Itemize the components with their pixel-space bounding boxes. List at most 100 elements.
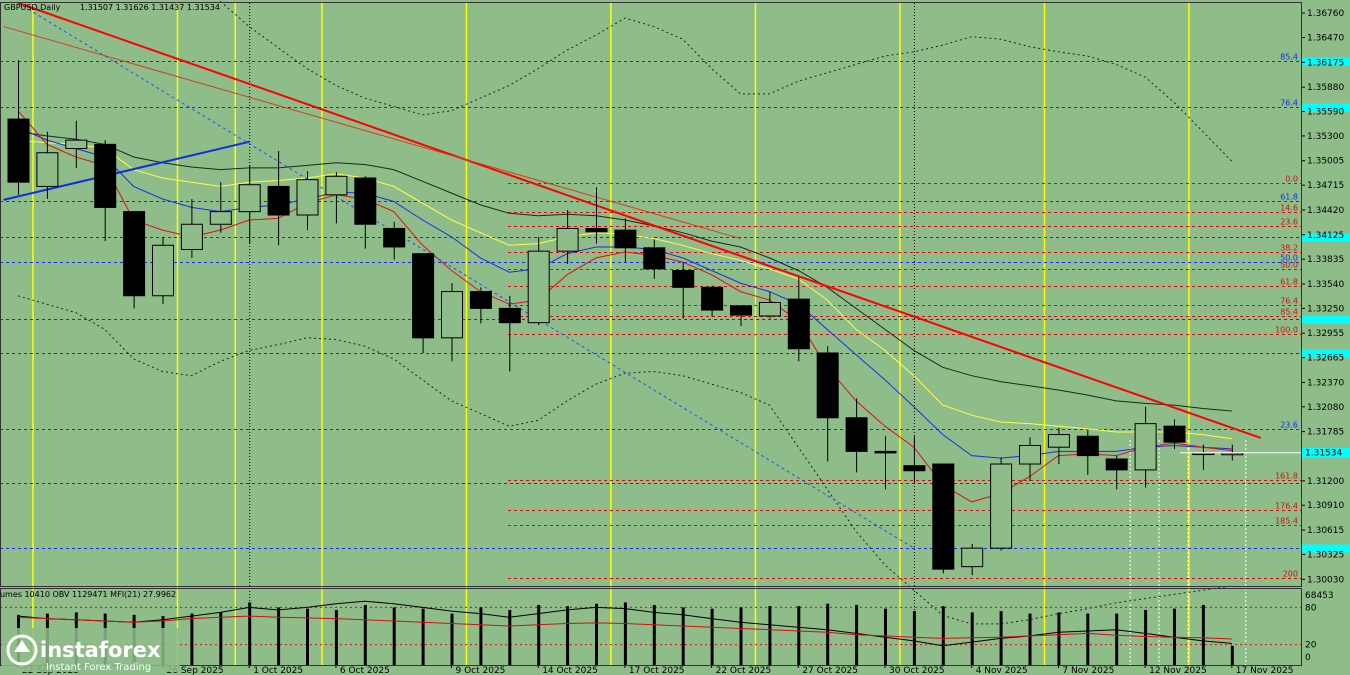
candle-body-3 (94, 143, 117, 208)
price-tick-label-19: 1.30910 (1307, 501, 1344, 511)
candle-body-36 (1047, 434, 1070, 448)
envelope-upper-line (218, 0, 1233, 162)
candle-body-7 (209, 211, 232, 225)
candle-body-2 (65, 139, 88, 150)
price-tick-label-10: 1.33835 (1307, 255, 1344, 265)
candle-body-10 (296, 179, 319, 216)
date-tick-label-3: 6 Oct 2025 (340, 666, 390, 675)
candle-body-17 (498, 307, 521, 324)
fib-level-label-12: 85.4 (1280, 308, 1298, 317)
candle-body-40 (1163, 425, 1186, 443)
candle-body-1 (36, 152, 59, 187)
logo-ring-icon (6, 634, 38, 666)
date-tick-label-6: 17 Oct 2025 (629, 666, 685, 675)
price-tick-label-1: 1.36470 (1307, 33, 1344, 43)
level-marker-1 (1301, 103, 1350, 112)
date-tick-label-8: 27 Oct 2025 (802, 666, 858, 675)
level-marker-15 (1301, 349, 1350, 358)
fib-level-label-1: 76.4 (1280, 99, 1298, 108)
level-marker-21 (1301, 544, 1350, 553)
candle-body-42 (1221, 452, 1244, 456)
candle-body-0 (7, 118, 30, 183)
candle-body-28 (816, 352, 839, 419)
price-tick-label-20: 1.30615 (1307, 526, 1344, 536)
brand-name: instaforex (40, 638, 161, 662)
date-tick-label-13: 17 Nov 2025 (1236, 666, 1294, 675)
fib-level-label-19: 176.4 (1275, 502, 1298, 511)
envelope-bands (17, 0, 1233, 625)
candle-body-34 (990, 463, 1013, 549)
price-tick-label-16: 1.32080 (1307, 403, 1344, 413)
logo-arrow-icon (14, 640, 30, 652)
candle-body-26 (758, 301, 781, 317)
candle-body-33 (961, 547, 984, 568)
date-tick-label-12: 12 Nov 2025 (1149, 666, 1207, 675)
candle-body-27 (787, 298, 810, 350)
price-tick-label-11: 1.33540 (1307, 280, 1344, 290)
volume-axis-label-3: 0 (1305, 653, 1311, 663)
candle-body-25 (730, 305, 752, 316)
date-tick-label-5: 14 Oct 2025 (542, 666, 598, 675)
candle-body-12 (354, 177, 377, 225)
candle-body-24 (701, 286, 724, 311)
trendline-1 (3, 26, 741, 240)
ohlc-readout: 1.31507 1.31626 1.31437 1.31534 (80, 3, 220, 12)
fib-level-label-3: 61.8 (1280, 193, 1298, 202)
trendlines (3, 2, 1262, 549)
candle-body-22 (643, 247, 666, 270)
fib-level-label-7: 38.2 (1280, 244, 1298, 253)
fib-level-label-4: 14.6 (1280, 204, 1298, 213)
price-tick-label-13: 1.32955 (1307, 329, 1344, 339)
candle-body-21 (614, 229, 637, 249)
date-tick-label-1: 26 Sep 2025 (167, 666, 224, 675)
candle-body-38 (1105, 458, 1128, 471)
candle-body-37 (1076, 435, 1099, 457)
candle-body-5 (152, 244, 174, 297)
fib-level-label-9: 50.0 (1280, 261, 1298, 270)
candle-body-41 (1192, 452, 1215, 456)
fibonacci-levels: 85.476.40.061.814.623.638.250.050.061.87… (0, 53, 1350, 579)
brand-tagline: Instant Forex Trading (46, 662, 151, 673)
price-tick-label-9: 1.34125 (1307, 231, 1344, 241)
candle-body-4 (123, 211, 146, 297)
price-tick-label-18: 1.31200 (1307, 477, 1344, 487)
candle-body-29 (845, 417, 868, 452)
candle-body-32 (932, 463, 955, 570)
trendline-3 (17, 2, 915, 549)
volume-panel: 68453 80 20 0 (0, 591, 1334, 665)
symbol-label: GBPUSD,Daily (4, 3, 61, 12)
trendline-0 (17, 2, 1262, 439)
candle-body-13 (383, 227, 406, 248)
fib-level-label-0: 85.4 (1280, 53, 1298, 62)
mfi-line (17, 615, 1232, 640)
date-tick-label-4: 9 Oct 2025 (456, 666, 506, 675)
logo-backdrop (2, 628, 180, 672)
candle-body-15 (441, 291, 463, 339)
price-tick-label-8: 1.34420 (1307, 206, 1344, 216)
price-tick-label-3: 1.35880 (1307, 83, 1344, 93)
price-tick-label-0: 1.36760 (1307, 9, 1344, 19)
candle-body-20 (585, 227, 608, 233)
price-tick-label-6: 1.35005 (1307, 157, 1344, 167)
candle-body-19 (556, 227, 579, 252)
price-tick-label-12: 1.33250 (1307, 304, 1344, 314)
date-tick-label-9: 30 Oct 2025 (889, 666, 945, 675)
price-tick-label-14: 1.32665 (1307, 354, 1344, 364)
fib-level-label-16: 23.6 (1280, 421, 1298, 430)
current-price-box (1301, 447, 1350, 458)
fib-level-label-20: 185.4 (1275, 517, 1298, 526)
main-panel-frame (0, 2, 1302, 587)
price-tick-label-7: 1.34715 (1307, 181, 1344, 191)
volume-axis-label-1: 80 (1305, 603, 1317, 613)
candle-body-11 (325, 175, 348, 196)
current-price-label: 1.31534 (1305, 449, 1342, 459)
candle-body-39 (1134, 423, 1157, 471)
date-tick-label-2: 1 Oct 2025 (253, 666, 303, 675)
fib-level-label-14: 100.0 (1275, 326, 1298, 335)
price-tick-label-5: 1.35300 (1307, 132, 1344, 142)
candle-body-18 (527, 250, 550, 324)
candle-body-8 (238, 184, 261, 213)
fib-level-label-5: 23.6 (1280, 218, 1298, 227)
candle-body-30 (874, 450, 897, 454)
